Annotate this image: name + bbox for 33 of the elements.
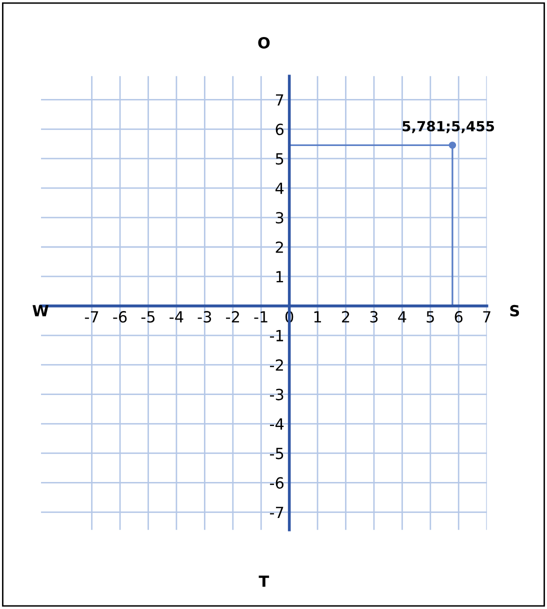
x-tick-label: -6 [113, 311, 127, 323]
y-tick-label: 7 [276, 94, 284, 106]
x-tick-label: 7 [483, 311, 490, 322]
x-tick-label: -7 [84, 311, 98, 322]
y-tick-label: -1 [270, 330, 284, 342]
x-tick-label: 5 [426, 311, 434, 323]
annotation: W [32, 305, 48, 316]
y-tick-label: -5 [270, 448, 284, 460]
y-tick-label: 5 [276, 153, 284, 165]
data-label: 5,781;5,455 [402, 120, 494, 134]
x-tick-label: 6 [454, 311, 463, 323]
y-tick-label: 6 [276, 124, 284, 136]
x-tick-label: 3 [370, 311, 378, 323]
y-tick-label: 4 [275, 182, 284, 194]
x-tick-label: -4 [170, 311, 184, 322]
y-tick-label: 1 [276, 271, 284, 282]
y-tick-label: -2 [270, 359, 283, 371]
y-tick-label: -3 [270, 388, 284, 400]
y-tick-label: -7 [270, 506, 284, 518]
x-tick-label: -5 [141, 311, 155, 323]
y-tick-label: -4 [270, 418, 284, 430]
x-tick-label: -1 [254, 311, 268, 322]
y-tick-label: -6 [270, 477, 284, 489]
y-tick-label: 3 [276, 212, 284, 224]
x-tick-label: 1 [314, 311, 321, 322]
y-tick-label: 2 [276, 241, 283, 253]
x-axis-title: T [258, 576, 270, 587]
text: S [510, 304, 520, 316]
x-tick-label: 4 [398, 311, 406, 322]
x-tick-label: -2 [226, 311, 239, 322]
x-tick-label: -3 [198, 311, 212, 323]
chart-title: O [258, 37, 270, 49]
x-tick-label: 2 [342, 311, 350, 322]
